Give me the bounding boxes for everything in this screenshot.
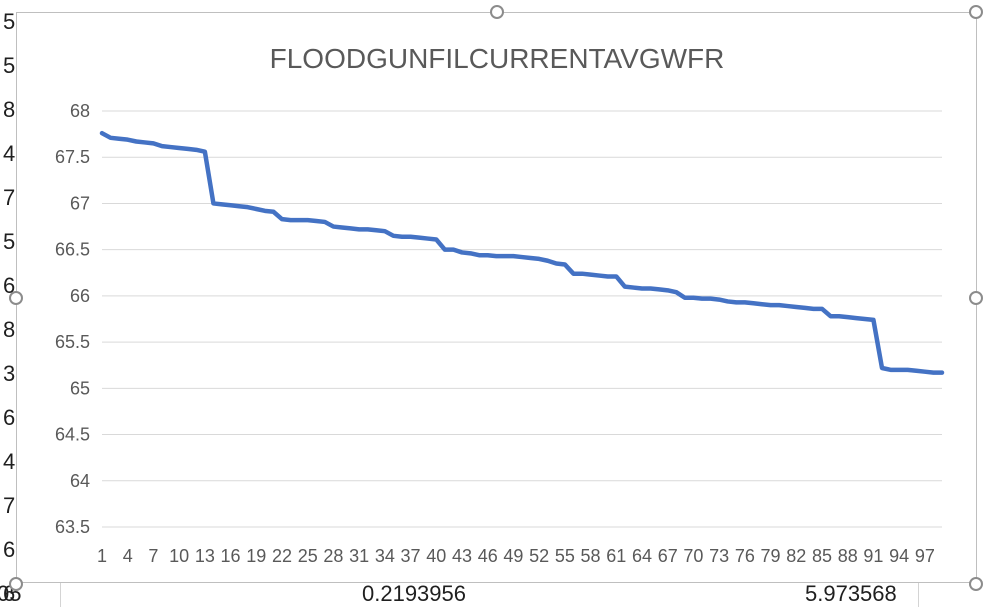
spreadsheet-bottom-row: 05 0.2193956 5.973568 <box>0 583 993 607</box>
x-axis-ticks: 1 4 7 10 13 16 19 22 25 28 31 34 37 40 43 46 49 52 55 58 61 6… <box>97 546 935 566</box>
y-tick-label: 63.5 <box>55 517 90 537</box>
cell-fragment[interactable]: 5 <box>3 229 16 254</box>
x-tick-label: 22 <box>272 546 292 566</box>
y-tick-label: 68 <box>70 101 90 121</box>
y-tick-label: 66.5 <box>55 240 90 260</box>
cell-fragment[interactable]: 0.2193956 <box>362 583 466 606</box>
x-tick-label: 52 <box>529 546 549 566</box>
x-tick-label: 40 <box>426 546 446 566</box>
x-tick-label: 67 <box>658 546 678 566</box>
x-tick-label: 1 <box>97 546 107 566</box>
resize-handle-top-right[interactable] <box>969 5 983 19</box>
y-tick-label: 66 <box>70 286 90 306</box>
x-tick-label: 58 <box>581 546 601 566</box>
y-tick-label: 67.5 <box>55 147 90 167</box>
cell-fragment[interactable]: 5.973568 <box>805 583 897 606</box>
x-tick-label: 31 <box>349 546 369 566</box>
x-tick-label: 25 <box>298 546 318 566</box>
x-tick-label: 46 <box>478 546 498 566</box>
y-axis-ticks: 63.5 64 64.5 65 65.5 66 66.5 67 67.5 68 <box>55 101 90 537</box>
x-tick-label: 13 <box>195 546 215 566</box>
x-tick-label: 10 <box>169 546 189 566</box>
x-tick-label: 61 <box>606 546 626 566</box>
x-tick-label: 70 <box>683 546 703 566</box>
cell-fragment[interactable]: 4 <box>3 449 16 474</box>
chart-object[interactable]: FLOODGUNFILCURRENTAVGWFR 63.5 64 64.5 65 65.… <box>16 12 977 583</box>
x-tick-label: 76 <box>735 546 755 566</box>
x-tick-label: 85 <box>812 546 832 566</box>
resize-handle-left[interactable] <box>9 291 23 305</box>
cell-fragment[interactable]: 3 <box>3 361 16 386</box>
cell-fragment[interactable]: 8 <box>3 317 16 342</box>
resize-handle-top[interactable] <box>490 5 504 19</box>
series-line[interactable] <box>99 130 945 375</box>
sheet-gridline <box>918 583 919 607</box>
x-tick-label: 19 <box>246 546 266 566</box>
x-tick-label: 28 <box>323 546 343 566</box>
cell-fragment[interactable]: 5 <box>3 9 16 34</box>
x-tick-label: 55 <box>555 546 575 566</box>
chart-title[interactable]: FLOODGUNFILCURRENTAVGWFR <box>270 43 725 74</box>
x-tick-label: 73 <box>709 546 729 566</box>
x-tick-label: 79 <box>761 546 781 566</box>
line-chart: FLOODGUNFILCURRENTAVGWFR 63.5 64 64.5 65 65.… <box>55 43 945 566</box>
x-tick-label: 37 <box>401 546 421 566</box>
series-layer <box>99 130 945 375</box>
y-tick-label: 64.5 <box>55 425 90 445</box>
resize-handle-right[interactable] <box>969 291 983 305</box>
x-tick-label: 4 <box>123 546 133 566</box>
cell-fragment[interactable]: 7 <box>3 493 16 518</box>
x-tick-label: 82 <box>786 546 806 566</box>
resize-handle-bottom-right[interactable] <box>969 577 983 591</box>
x-tick-label: 43 <box>452 546 472 566</box>
y-tick-label: 64 <box>70 471 90 491</box>
cell-fragment[interactable]: 6 <box>3 537 16 562</box>
cell-fragment[interactable]: 6 <box>3 405 16 430</box>
sheet-gridline <box>60 583 61 607</box>
x-tick-label: 16 <box>221 546 241 566</box>
gridlines <box>102 110 942 528</box>
x-tick-label: 49 <box>503 546 523 566</box>
cell-fragment[interactable]: 8 <box>3 97 16 122</box>
x-tick-label: 97 <box>915 546 935 566</box>
y-tick-label: 67 <box>70 193 90 213</box>
x-tick-label: 91 <box>863 546 883 566</box>
y-tick-label: 65.5 <box>55 332 90 352</box>
y-tick-label: 65 <box>70 378 90 398</box>
cell-fragment[interactable]: 7 <box>3 185 16 210</box>
x-tick-label: 94 <box>889 546 909 566</box>
x-tick-label: 88 <box>838 546 858 566</box>
resize-handle-bottom-left[interactable] <box>9 577 23 591</box>
x-tick-label: 64 <box>632 546 652 566</box>
x-tick-label: 7 <box>148 546 158 566</box>
cell-fragment[interactable]: 4 <box>3 141 16 166</box>
cell-fragment[interactable]: 5 <box>3 53 16 78</box>
x-tick-label: 34 <box>375 546 395 566</box>
